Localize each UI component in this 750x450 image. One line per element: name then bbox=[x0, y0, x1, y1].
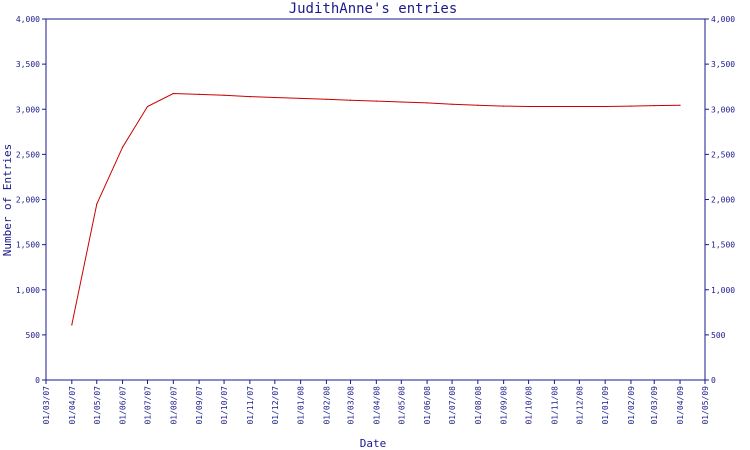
x-tick-label: 01/12/07 bbox=[271, 386, 280, 425]
x-tick-label: 01/02/08 bbox=[322, 386, 331, 425]
y-tick-label-right: 1,500 bbox=[711, 241, 735, 250]
x-tick-label: 01/02/09 bbox=[627, 386, 636, 425]
x-tick-label: 01/04/08 bbox=[372, 386, 381, 425]
x-tick-label: 01/09/07 bbox=[195, 386, 204, 425]
data-point bbox=[146, 105, 149, 108]
x-tick-label: 01/05/07 bbox=[93, 386, 102, 425]
x-tick-label: 01/11/08 bbox=[550, 386, 559, 425]
data-point bbox=[553, 105, 555, 108]
x-tick-label: 01/08/07 bbox=[169, 386, 178, 425]
x-tick-label: 01/01/09 bbox=[601, 386, 610, 425]
data-point bbox=[121, 146, 124, 148]
data-point bbox=[578, 105, 580, 108]
y-tick-label-left: 500 bbox=[26, 331, 41, 340]
data-point bbox=[198, 93, 200, 95]
data-point bbox=[653, 105, 655, 107]
y-tick-label-right: 1,000 bbox=[711, 286, 735, 295]
x-tick-label: 01/10/08 bbox=[525, 386, 534, 425]
x-tick-label: 01/06/07 bbox=[119, 386, 128, 425]
data-point bbox=[679, 104, 681, 106]
y-tick-label-left: 1,500 bbox=[16, 241, 40, 250]
x-tick-label: 01/01/08 bbox=[297, 386, 306, 425]
y-tick-label-right: 500 bbox=[711, 331, 726, 340]
y-tick-label-right: 3,500 bbox=[711, 60, 735, 69]
data-point bbox=[528, 105, 530, 108]
data-point bbox=[604, 105, 606, 108]
data-point bbox=[349, 99, 352, 101]
x-tick-label: 01/09/08 bbox=[500, 386, 509, 425]
data-point bbox=[96, 203, 98, 205]
data-point bbox=[223, 94, 225, 96]
data-point bbox=[477, 104, 479, 106]
x-tick-label: 01/04/09 bbox=[676, 386, 685, 425]
x-tick-label: 01/11/07 bbox=[246, 386, 255, 425]
y-tick-label-right: 4,000 bbox=[711, 15, 735, 24]
y-tick-label-left: 1,000 bbox=[16, 286, 40, 295]
data-point bbox=[451, 103, 453, 105]
chart-title: JudithAnne's entries bbox=[289, 1, 458, 17]
x-tick-label: 01/06/08 bbox=[423, 386, 432, 425]
y-tick-label-right: 2,000 bbox=[711, 196, 735, 205]
plot-frame bbox=[45, 18, 706, 381]
x-tick-label: 01/08/08 bbox=[474, 386, 483, 425]
x-tick-label: 01/07/08 bbox=[448, 386, 457, 425]
data-point bbox=[426, 102, 428, 104]
data-point bbox=[630, 105, 632, 107]
y-tick-label-left: 4,000 bbox=[16, 15, 40, 24]
y-tick-label-left: 3,500 bbox=[16, 60, 40, 69]
plot-area: 0 0 500 500 1,000 1,000 1,500 1,500 2,000 2,000 2,… bbox=[16, 15, 735, 425]
data-point bbox=[172, 92, 174, 95]
data-point bbox=[71, 324, 73, 326]
x-tick-label: 01/03/07 bbox=[42, 386, 51, 425]
x-tick-label: 01/05/08 bbox=[397, 386, 406, 425]
data-point bbox=[249, 96, 251, 98]
series-line bbox=[71, 92, 681, 326]
data-point bbox=[300, 97, 302, 100]
x-tick-label: 01/07/07 bbox=[144, 386, 153, 425]
x-tick-label: 01/03/08 bbox=[347, 386, 356, 425]
x-tick-label: 01/03/09 bbox=[650, 386, 659, 425]
x-axis-title: Date bbox=[360, 437, 387, 450]
y-tick-label-left: 0 bbox=[35, 376, 40, 385]
y-tick-label-left: 2,500 bbox=[16, 150, 40, 159]
x-tick-label: 01/12/08 bbox=[575, 386, 584, 425]
y-tick-label-right: 0 bbox=[711, 376, 716, 385]
data-point bbox=[375, 100, 377, 102]
x-tick-label: 01/10/07 bbox=[220, 386, 229, 425]
y-tick-label-right: 3,000 bbox=[711, 105, 735, 114]
data-point bbox=[503, 105, 505, 107]
x-tick-label: 01/05/09 bbox=[701, 386, 710, 425]
y-tick-label-left: 2,000 bbox=[16, 196, 40, 205]
data-point bbox=[274, 96, 276, 99]
data-point bbox=[400, 101, 402, 103]
data-point bbox=[325, 98, 328, 100]
y-axis-title: Number of Entries bbox=[1, 144, 14, 257]
y-tick-label-right: 2,500 bbox=[711, 150, 735, 159]
x-tick-label: 01/04/07 bbox=[68, 386, 77, 425]
y-tick-label-left: 3,000 bbox=[16, 105, 40, 114]
